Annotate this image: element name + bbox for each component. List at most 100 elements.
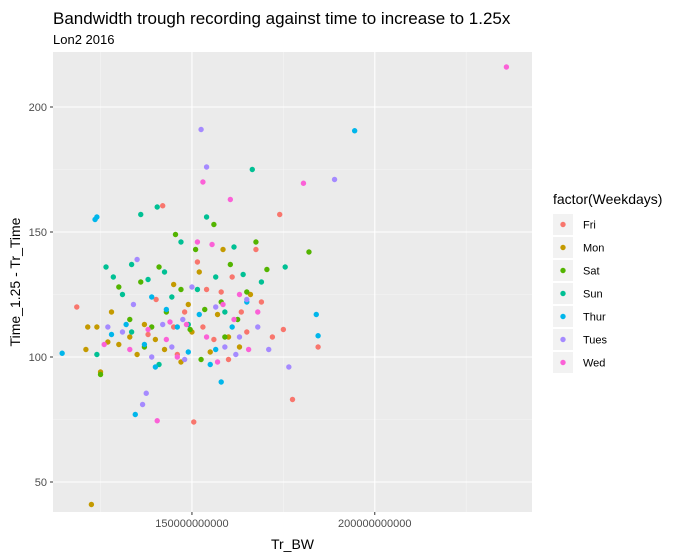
data-point-sun: [169, 294, 175, 300]
y-tick-label: 200: [29, 102, 47, 114]
data-point-thur: [207, 361, 213, 368]
data-point-fri: [194, 259, 201, 265]
data-point-tues: [159, 321, 166, 328]
data-point-sat: [97, 371, 104, 378]
data-point-thur: [185, 349, 191, 355]
data-point-tues: [149, 354, 155, 360]
data-point-thur: [132, 411, 138, 418]
data-point-fri: [258, 299, 265, 305]
data-point-fri: [280, 326, 287, 333]
data-point-tues: [181, 356, 188, 363]
data-point-tues: [222, 344, 228, 350]
data-point-sat: [138, 279, 144, 285]
data-point-tues: [233, 351, 239, 358]
data-point-mon: [116, 341, 122, 348]
legend-title: factor(Weekdays): [553, 191, 662, 207]
data-point-wed: [183, 321, 190, 328]
data-point-tues: [331, 176, 338, 183]
data-point-fri: [181, 309, 188, 315]
data-point-tues: [180, 316, 186, 323]
data-point-tues: [143, 390, 149, 396]
data-point-wed: [209, 241, 215, 248]
data-point-wed: [200, 179, 206, 185]
data-point-mon: [108, 309, 115, 315]
data-point-sat: [211, 221, 217, 228]
data-point-sat: [198, 356, 204, 363]
data-point-tues: [198, 126, 204, 133]
chart-title: Bandwidth trough recording against time …: [53, 9, 511, 28]
data-points: [59, 64, 510, 508]
data-point-sat: [227, 261, 234, 268]
data-point-mon: [170, 281, 177, 288]
legend-label-sun: Sun: [583, 289, 603, 301]
data-point-sat: [187, 326, 193, 333]
data-point-fri: [159, 203, 166, 209]
data-point-fri: [74, 304, 80, 310]
data-point-thur: [94, 214, 100, 220]
data-point-wed: [231, 316, 237, 323]
data-point-thur: [196, 311, 202, 318]
data-point-sun: [128, 329, 135, 335]
x-tick-label: 200000000000: [338, 518, 411, 530]
x-axis-title: Tr_BW: [271, 536, 315, 552]
data-point-fri: [200, 324, 206, 330]
data-point-sun: [282, 264, 288, 270]
plot-panel: [53, 52, 532, 512]
data-point-mon: [94, 324, 100, 330]
data-point-thur: [313, 311, 319, 318]
legend-key-sat: [560, 267, 566, 274]
data-point-sun: [222, 309, 228, 315]
y-tick-label: 150: [29, 227, 47, 239]
data-point-fri: [203, 286, 210, 293]
data-point-sat: [244, 289, 250, 295]
legend-label-wed: Wed: [583, 358, 605, 370]
data-point-mon: [214, 311, 221, 318]
data-point-tues: [266, 346, 272, 353]
data-point-thur: [315, 333, 321, 339]
data-point-thur: [174, 324, 181, 330]
data-point-tues: [134, 256, 140, 263]
legend-key-fri: [560, 221, 566, 228]
data-point-sat: [192, 246, 199, 253]
data-point-sun: [154, 204, 160, 210]
data-point-tues: [213, 304, 219, 310]
data-point-thur: [229, 324, 235, 330]
data-point-tues: [139, 401, 146, 408]
data-point-sat: [172, 231, 179, 238]
data-point-sun: [240, 271, 246, 278]
chart-subtitle: Lon2 2016: [53, 32, 114, 47]
data-point-wed: [236, 291, 243, 298]
legend-label-tues: Tues: [583, 335, 608, 347]
data-point-sat: [306, 249, 312, 255]
data-point-tues: [255, 324, 261, 330]
legend-key-thur: [560, 313, 566, 320]
data-point-tues: [189, 284, 195, 290]
data-point-wed: [174, 354, 181, 360]
data-point-sat: [202, 306, 208, 313]
data-point-sat: [264, 266, 270, 273]
data-point-wed: [194, 239, 201, 245]
data-point-wed: [300, 180, 307, 186]
data-point-mon: [88, 501, 95, 508]
data-point-fri: [229, 274, 235, 280]
y-axis-ticks: 50 100 150 200: [29, 102, 53, 489]
x-axis-ticks: 150000000000 200000000000: [155, 512, 411, 530]
data-point-wed: [145, 326, 151, 333]
legend-key-sun: [560, 290, 566, 297]
data-point-tues: [169, 344, 175, 350]
legend-key-tues: [560, 336, 566, 343]
data-point-sat: [116, 284, 122, 290]
data-point-fri: [153, 296, 159, 303]
y-tick-label: 50: [35, 477, 47, 489]
data-point-mon: [185, 301, 191, 308]
legend-label-fri: Fri: [583, 220, 596, 232]
data-point-fri: [238, 309, 245, 315]
data-point-sat: [178, 286, 184, 293]
data-point-sun: [145, 276, 151, 283]
data-point-tues: [130, 301, 137, 308]
data-point-mon: [83, 346, 89, 353]
legend-label-mon: Mon: [583, 243, 604, 255]
data-point-mon: [141, 321, 148, 328]
data-point-wed: [101, 341, 107, 348]
data-point-sun: [119, 291, 126, 298]
